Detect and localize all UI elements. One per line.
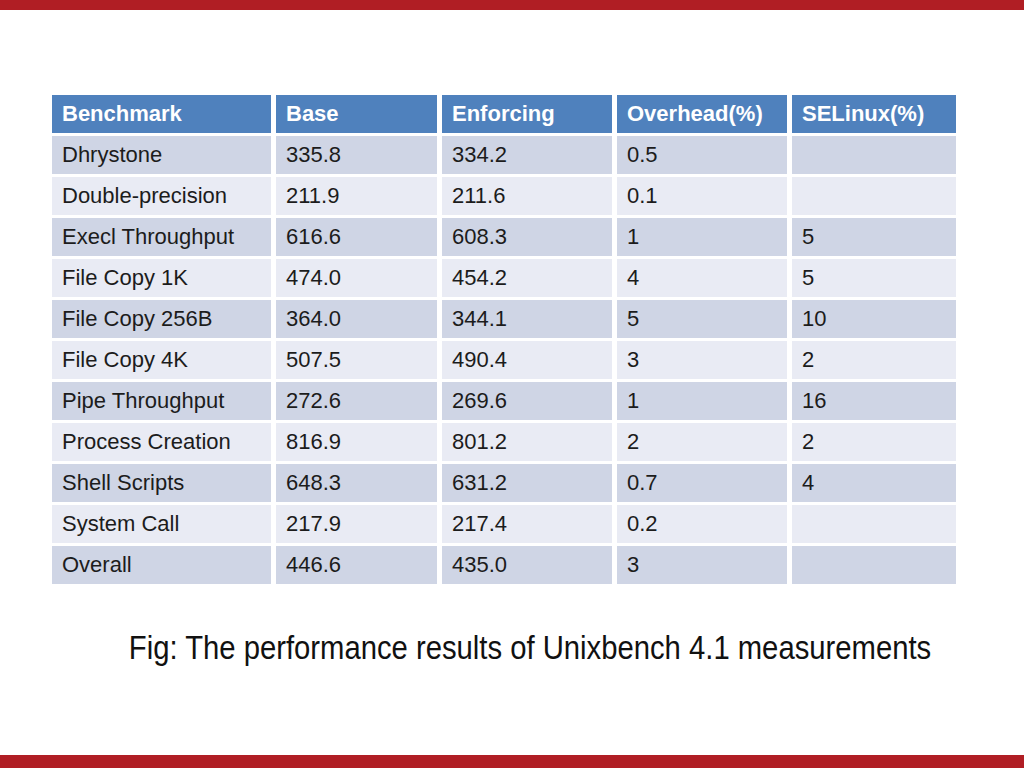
table-cell-selinux bbox=[792, 505, 956, 543]
table-cell-base: 211.9 bbox=[276, 177, 437, 215]
table-row: Dhrystone 335.8 334.2 0.5 bbox=[52, 136, 956, 174]
table-cell-overhead: 3 bbox=[617, 341, 787, 379]
table-cell-base: 507.5 bbox=[276, 341, 437, 379]
table-row: Process Creation 816.9 801.2 2 2 bbox=[52, 423, 956, 461]
table-cell-benchmark: Execl Throughput bbox=[52, 218, 271, 256]
table-cell-base: 335.8 bbox=[276, 136, 437, 174]
table-cell-base: 217.9 bbox=[276, 505, 437, 543]
table-cell-enforcing: 490.4 bbox=[442, 341, 612, 379]
table-cell-benchmark: Process Creation bbox=[52, 423, 271, 461]
table-row: File Copy 1K 474.0 454.2 4 5 bbox=[52, 259, 956, 297]
table-cell-selinux bbox=[792, 177, 956, 215]
benchmark-results-table: Benchmark Base Enforcing Overhead(%) SEL… bbox=[47, 92, 961, 587]
table-cell-benchmark: File Copy 1K bbox=[52, 259, 271, 297]
table-cell-overhead: 5 bbox=[617, 300, 787, 338]
table-cell-selinux bbox=[792, 546, 956, 584]
header-benchmark: Benchmark bbox=[52, 95, 271, 133]
table-row: Overall 446.6 435.0 3 bbox=[52, 546, 956, 584]
table-cell-enforcing: 454.2 bbox=[442, 259, 612, 297]
table-cell-enforcing: 801.2 bbox=[442, 423, 612, 461]
table-cell-base: 616.6 bbox=[276, 218, 437, 256]
table-cell-enforcing: 608.3 bbox=[442, 218, 612, 256]
table-row: Shell Scripts 648.3 631.2 0.7 4 bbox=[52, 464, 956, 502]
table-cell-base: 364.0 bbox=[276, 300, 437, 338]
table-header-row: Benchmark Base Enforcing Overhead(%) SEL… bbox=[52, 95, 956, 133]
table-row: File Copy 256B 364.0 344.1 5 10 bbox=[52, 300, 956, 338]
table-cell-overhead: 1 bbox=[617, 382, 787, 420]
table-cell-selinux: 4 bbox=[792, 464, 956, 502]
table-cell-overhead: 0.1 bbox=[617, 177, 787, 215]
table-cell-benchmark: File Copy 4K bbox=[52, 341, 271, 379]
table-cell-selinux: 2 bbox=[792, 423, 956, 461]
table-cell-selinux: 10 bbox=[792, 300, 956, 338]
header-overhead: Overhead(%) bbox=[617, 95, 787, 133]
table-cell-enforcing: 269.6 bbox=[442, 382, 612, 420]
table-cell-enforcing: 211.6 bbox=[442, 177, 612, 215]
bottom-red-bar bbox=[0, 755, 1024, 768]
table-row: Double-precision 211.9 211.6 0.1 bbox=[52, 177, 956, 215]
header-selinux: SELinux(%) bbox=[792, 95, 956, 133]
figure-caption: Fig: The performance results of Unixbenc… bbox=[90, 626, 971, 668]
table-cell-benchmark: Dhrystone bbox=[52, 136, 271, 174]
table-cell-enforcing: 217.4 bbox=[442, 505, 612, 543]
table-cell-selinux: 5 bbox=[792, 218, 956, 256]
table-cell-overhead: 0.7 bbox=[617, 464, 787, 502]
table-cell-overhead: 3 bbox=[617, 546, 787, 584]
table-cell-base: 648.3 bbox=[276, 464, 437, 502]
table-cell-benchmark: Shell Scripts bbox=[52, 464, 271, 502]
table-cell-base: 272.6 bbox=[276, 382, 437, 420]
table-cell-overhead: 1 bbox=[617, 218, 787, 256]
table-cell-benchmark: Overall bbox=[52, 546, 271, 584]
table-cell-overhead: 0.2 bbox=[617, 505, 787, 543]
table-cell-base: 816.9 bbox=[276, 423, 437, 461]
table-cell-base: 474.0 bbox=[276, 259, 437, 297]
table-cell-enforcing: 344.1 bbox=[442, 300, 612, 338]
table-row: System Call 217.9 217.4 0.2 bbox=[52, 505, 956, 543]
table-cell-base: 446.6 bbox=[276, 546, 437, 584]
table-row: Execl Throughput 616.6 608.3 1 5 bbox=[52, 218, 956, 256]
table-row: Pipe Throughput 272.6 269.6 1 16 bbox=[52, 382, 956, 420]
table-cell-enforcing: 631.2 bbox=[442, 464, 612, 502]
table-cell-enforcing: 334.2 bbox=[442, 136, 612, 174]
table-cell-benchmark: Double-precision bbox=[52, 177, 271, 215]
top-red-bar bbox=[0, 0, 1024, 10]
table-cell-benchmark: Pipe Throughput bbox=[52, 382, 271, 420]
table-row: File Copy 4K 507.5 490.4 3 2 bbox=[52, 341, 956, 379]
table-cell-overhead: 0.5 bbox=[617, 136, 787, 174]
table-cell-selinux: 2 bbox=[792, 341, 956, 379]
table-cell-benchmark: System Call bbox=[52, 505, 271, 543]
table-cell-overhead: 2 bbox=[617, 423, 787, 461]
table-cell-overhead: 4 bbox=[617, 259, 787, 297]
table-cell-selinux: 5 bbox=[792, 259, 956, 297]
table-cell-selinux: 16 bbox=[792, 382, 956, 420]
table-cell-benchmark: File Copy 256B bbox=[52, 300, 271, 338]
table-cell-selinux bbox=[792, 136, 956, 174]
table-cell-enforcing: 435.0 bbox=[442, 546, 612, 584]
header-enforcing: Enforcing bbox=[442, 95, 612, 133]
header-base: Base bbox=[276, 95, 437, 133]
